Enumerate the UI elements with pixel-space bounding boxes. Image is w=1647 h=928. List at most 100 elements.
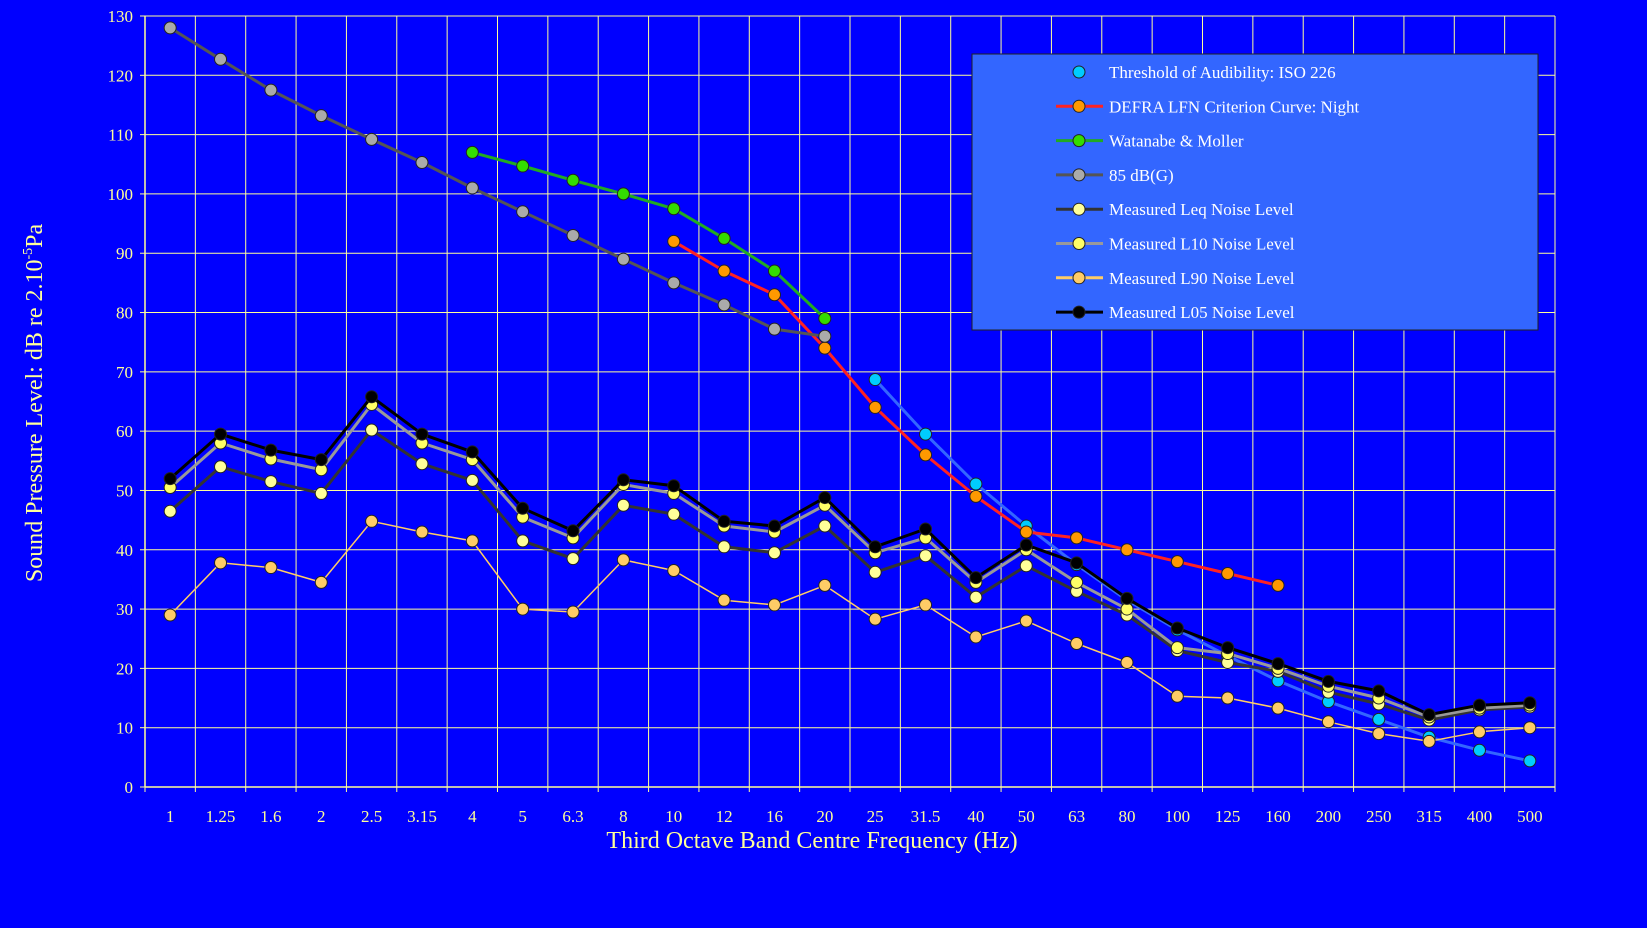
- data-point: [1271, 701, 1285, 715]
- data-point: [616, 187, 630, 201]
- legend-marker: [1072, 99, 1086, 113]
- data-point: [1019, 614, 1033, 628]
- data-point: [465, 534, 479, 548]
- data-point: [1019, 538, 1033, 552]
- data-point: [1170, 641, 1184, 655]
- data-point: [667, 479, 681, 493]
- data-point: [1321, 674, 1335, 688]
- data-point: [566, 605, 580, 619]
- data-point: [365, 423, 379, 437]
- data-point: [415, 427, 429, 441]
- data-point: [919, 549, 933, 563]
- series-line: [874, 378, 1531, 763]
- data-point: [969, 489, 983, 503]
- series-line: [169, 428, 1530, 722]
- data-point: [667, 202, 681, 216]
- y-tick-label: 120: [108, 66, 134, 85]
- data-point: [1372, 712, 1386, 726]
- data-point: [1472, 725, 1486, 739]
- data-point: [214, 460, 228, 474]
- data-point: [1221, 691, 1235, 705]
- data-point: [415, 525, 429, 539]
- data-point: [717, 264, 731, 278]
- x-tick-label: 160: [1265, 807, 1291, 826]
- data-point: [465, 445, 479, 459]
- y-tick-label: 90: [116, 244, 133, 263]
- data-point: [365, 390, 379, 404]
- x-tick-label: 1.25: [206, 807, 236, 826]
- data-point: [516, 501, 530, 515]
- data-point: [365, 132, 379, 146]
- x-tick-label: 5: [518, 807, 527, 826]
- data-point: [264, 443, 278, 457]
- y-tick-label: 130: [108, 7, 134, 26]
- data-point: [969, 630, 983, 644]
- series-1: [667, 234, 1285, 592]
- data-point: [818, 578, 832, 592]
- series-6: [163, 514, 1537, 748]
- x-tick-label: 250: [1366, 807, 1392, 826]
- legend-label: 85 dB(G): [1109, 166, 1174, 185]
- data-point: [616, 473, 630, 487]
- data-point: [1070, 531, 1084, 545]
- legend-label: DEFRA LFN Criterion Curve: Night: [1109, 97, 1360, 116]
- legend-label: Threshold of Audibility: ISO 226: [1109, 63, 1336, 82]
- data-point: [1271, 657, 1285, 671]
- series-line: [169, 403, 1530, 719]
- data-point: [717, 593, 731, 607]
- data-point: [969, 571, 983, 585]
- data-point: [1170, 555, 1184, 569]
- x-tick-label: 4: [468, 807, 477, 826]
- y-tick-labels: 0 10 20 30 40 50 60 70 80 90 100 110 120 130: [108, 7, 134, 797]
- data-point: [919, 427, 933, 441]
- x-tick-label: 8: [619, 807, 628, 826]
- legend-label: Measured L90 Noise Level: [1109, 269, 1295, 288]
- data-point: [1472, 743, 1486, 757]
- data-point: [1120, 591, 1134, 605]
- data-point: [314, 109, 328, 123]
- data-point: [667, 507, 681, 521]
- data-point: [767, 519, 781, 533]
- data-point: [818, 491, 832, 505]
- data-point: [616, 553, 630, 567]
- y-axis-title-superscript: -5: [21, 248, 36, 260]
- data-point: [415, 457, 429, 471]
- data-point: [1120, 543, 1134, 557]
- y-tick-label: 100: [108, 185, 134, 204]
- data-point: [818, 329, 832, 343]
- legend-marker: [1072, 305, 1086, 319]
- data-point: [465, 473, 479, 487]
- data-point: [314, 453, 328, 467]
- series-7: [163, 390, 1537, 722]
- legend-marker: [1072, 134, 1086, 148]
- data-point: [214, 52, 228, 66]
- legend-marker: [1072, 168, 1086, 182]
- data-point: [1120, 655, 1134, 669]
- data-point: [1019, 525, 1033, 539]
- x-tick-label: 125: [1215, 807, 1241, 826]
- data-point: [717, 298, 731, 312]
- x-tick-label: 50: [1018, 807, 1035, 826]
- series-group: [163, 21, 1537, 768]
- x-tick-label: 6.3: [562, 807, 583, 826]
- y-tick-label: 30: [116, 600, 133, 619]
- y-axis-title-group: Sound Pressure Level: dB re 2.10-5Pa: [21, 224, 48, 583]
- data-point: [465, 181, 479, 195]
- data-point: [1070, 575, 1084, 589]
- data-point: [919, 448, 933, 462]
- x-tick-label: 200: [1316, 807, 1342, 826]
- data-point: [969, 590, 983, 604]
- data-point: [1372, 684, 1386, 698]
- x-tick-label: 2.5: [361, 807, 382, 826]
- x-tick-label: 3.15: [407, 807, 437, 826]
- data-point: [1170, 689, 1184, 703]
- legend-label: Measured L05 Noise Level: [1109, 303, 1295, 322]
- data-point: [1321, 715, 1335, 729]
- y-tick-label: 20: [116, 659, 133, 678]
- x-tick-label: 63: [1068, 807, 1085, 826]
- data-point: [667, 234, 681, 248]
- y-tick-label: 60: [116, 422, 133, 441]
- data-point: [616, 252, 630, 266]
- y-tick-label: 10: [116, 719, 133, 738]
- y-axis-title: Sound Pressure Level: dB re 2.10-5Pa: [21, 224, 48, 583]
